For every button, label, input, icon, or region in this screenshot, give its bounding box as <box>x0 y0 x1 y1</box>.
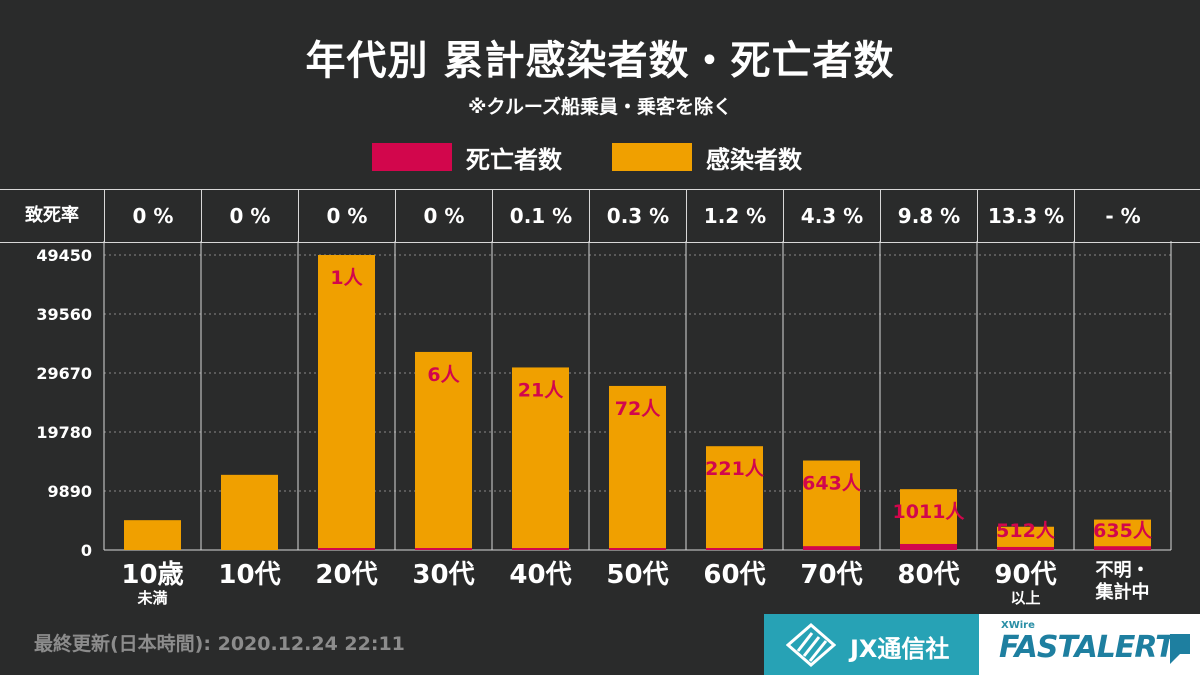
legend-infections-swatch <box>612 143 692 171</box>
x-tick-label: 80代 <box>880 560 977 590</box>
x-tick-label: 不明・ 集計中 <box>1074 560 1171 604</box>
x-tick-label: 90代 以上 <box>977 560 1074 606</box>
x-tick-label-main: 30代 <box>412 560 475 590</box>
death-data-label: 512人 <box>996 520 1056 542</box>
x-tick-label: 60代 <box>686 560 783 590</box>
fastalert-logo: XWire FASTALERT <box>979 614 1200 675</box>
x-tick-label-main: 10代 <box>218 560 281 590</box>
fatality-rate-cell: 0 % <box>395 190 492 242</box>
legend-deaths-swatch <box>372 143 452 171</box>
x-tick-label-main: 20代 <box>315 560 378 590</box>
death-bar <box>512 548 569 550</box>
x-tick-label-main: 10歳 <box>121 560 184 590</box>
death-bar <box>415 548 472 550</box>
x-tick-label-main: 40代 <box>509 560 572 590</box>
legend-deaths: 死亡者数 <box>372 138 582 174</box>
chart-subtitle: ※クルーズ船乗員・乗客を除く <box>468 96 732 118</box>
y-tick-label: 29670 <box>36 364 92 383</box>
infection-bar <box>803 460 860 550</box>
x-tick-label: 10歳 未満 <box>104 560 201 606</box>
last-updated: 最終更新(日本時間): 2020.12.24 22:11 <box>34 629 405 656</box>
fatality-rate-cell: 1.2 % <box>686 190 783 242</box>
fatality-rate-header: 致死率 <box>25 205 79 226</box>
infection-bar <box>706 446 763 550</box>
death-bar <box>706 548 763 550</box>
x-tick-label-main: 90代 <box>994 560 1057 590</box>
fatality-rate-cell: 0 % <box>104 190 201 242</box>
x-tick-label: 10代 <box>201 560 298 590</box>
death-bar <box>1094 546 1151 550</box>
fatality-rate-cell: 0 % <box>298 190 395 242</box>
death-data-label: 221人 <box>705 458 765 480</box>
death-bar <box>609 548 666 550</box>
legend-deaths-label: 死亡者数 <box>466 146 562 174</box>
x-tick-label: 40代 <box>492 560 589 590</box>
fatality-rate-cell: 0.1 % <box>492 190 589 242</box>
death-data-label: 21人 <box>518 379 564 401</box>
fatality-rate-cell: 9.8 % <box>880 190 977 242</box>
alert-flag-icon <box>1170 634 1190 664</box>
infection-bar <box>1094 519 1151 550</box>
x-tick-label-sub: 集計中 <box>1095 582 1150 603</box>
fatality-rate-cell: 4.3 % <box>783 190 880 242</box>
x-tick-label-main: 80代 <box>897 560 960 590</box>
y-tick-label: 39560 <box>36 305 92 324</box>
jx-logo: JX通信社 <box>764 614 979 675</box>
death-bar <box>318 548 375 550</box>
infection-bar <box>318 255 375 550</box>
fatality-rate-cell: 0.3 % <box>589 190 686 242</box>
fatality-rate-cell: 13.3 % <box>977 190 1074 242</box>
death-data-label: 1人 <box>330 267 363 289</box>
last-updated-label: 最終更新(日本時間): <box>34 633 211 655</box>
death-data-label: 6人 <box>427 364 460 386</box>
x-tick-label: 30代 <box>395 560 492 590</box>
death-bar <box>803 546 860 550</box>
infection-bar <box>900 489 957 550</box>
fatality-rate-row: 致死率 0 % 0 % 0 % 0 % 0.1 % 0.3 % 1.2 % 4.… <box>0 189 1200 243</box>
jx-brand: JX通信社 <box>850 635 950 663</box>
y-tick-label: 9890 <box>47 482 92 501</box>
x-tick-label-main: 60代 <box>703 560 766 590</box>
infection-bar <box>997 526 1054 550</box>
death-bar <box>997 546 1054 550</box>
death-bar <box>900 543 957 550</box>
legend-infections: 感染者数 <box>612 138 822 174</box>
death-data-label: 72人 <box>615 398 661 420</box>
x-tick-label-main: 70代 <box>800 560 863 590</box>
y-tick-label: 0 <box>81 541 92 560</box>
death-data-label: 643人 <box>802 473 862 495</box>
y-tick-label: 49450 <box>36 246 92 265</box>
fastalert-xwire: XWire <box>1001 620 1035 631</box>
x-tick-label-main: 50代 <box>606 560 669 590</box>
jx-logo-mark-icon <box>786 623 836 667</box>
infection-bar <box>512 367 569 550</box>
x-tick-label: 20代 <box>298 560 395 590</box>
death-data-label: 635人 <box>1093 520 1153 542</box>
x-tick-label: 70代 <box>783 560 880 590</box>
x-tick-label-sub: 未満 <box>137 589 168 607</box>
fatality-rate-cell: - % <box>1074 190 1171 242</box>
legend-infections-label: 感染者数 <box>706 146 802 174</box>
x-tick-label-sub: 以上 <box>1010 589 1041 607</box>
y-tick-label: 19780 <box>36 423 92 442</box>
x-tick-label: 50代 <box>589 560 686 590</box>
chart-title: 年代別 累計感染者数・死亡者数 <box>305 38 895 84</box>
death-data-label: 1011人 <box>893 501 966 523</box>
infection-bar <box>609 385 666 550</box>
infection-bar <box>415 351 472 550</box>
infection-bar <box>124 520 181 550</box>
last-updated-time: 2020.12.24 22:11 <box>217 633 405 655</box>
fatality-rate-cell: 0 % <box>201 190 298 242</box>
infection-bar <box>221 474 278 550</box>
x-tick-label-main: 不明・ <box>1095 560 1150 581</box>
fastalert-brand: FASTALERT <box>999 630 1176 665</box>
